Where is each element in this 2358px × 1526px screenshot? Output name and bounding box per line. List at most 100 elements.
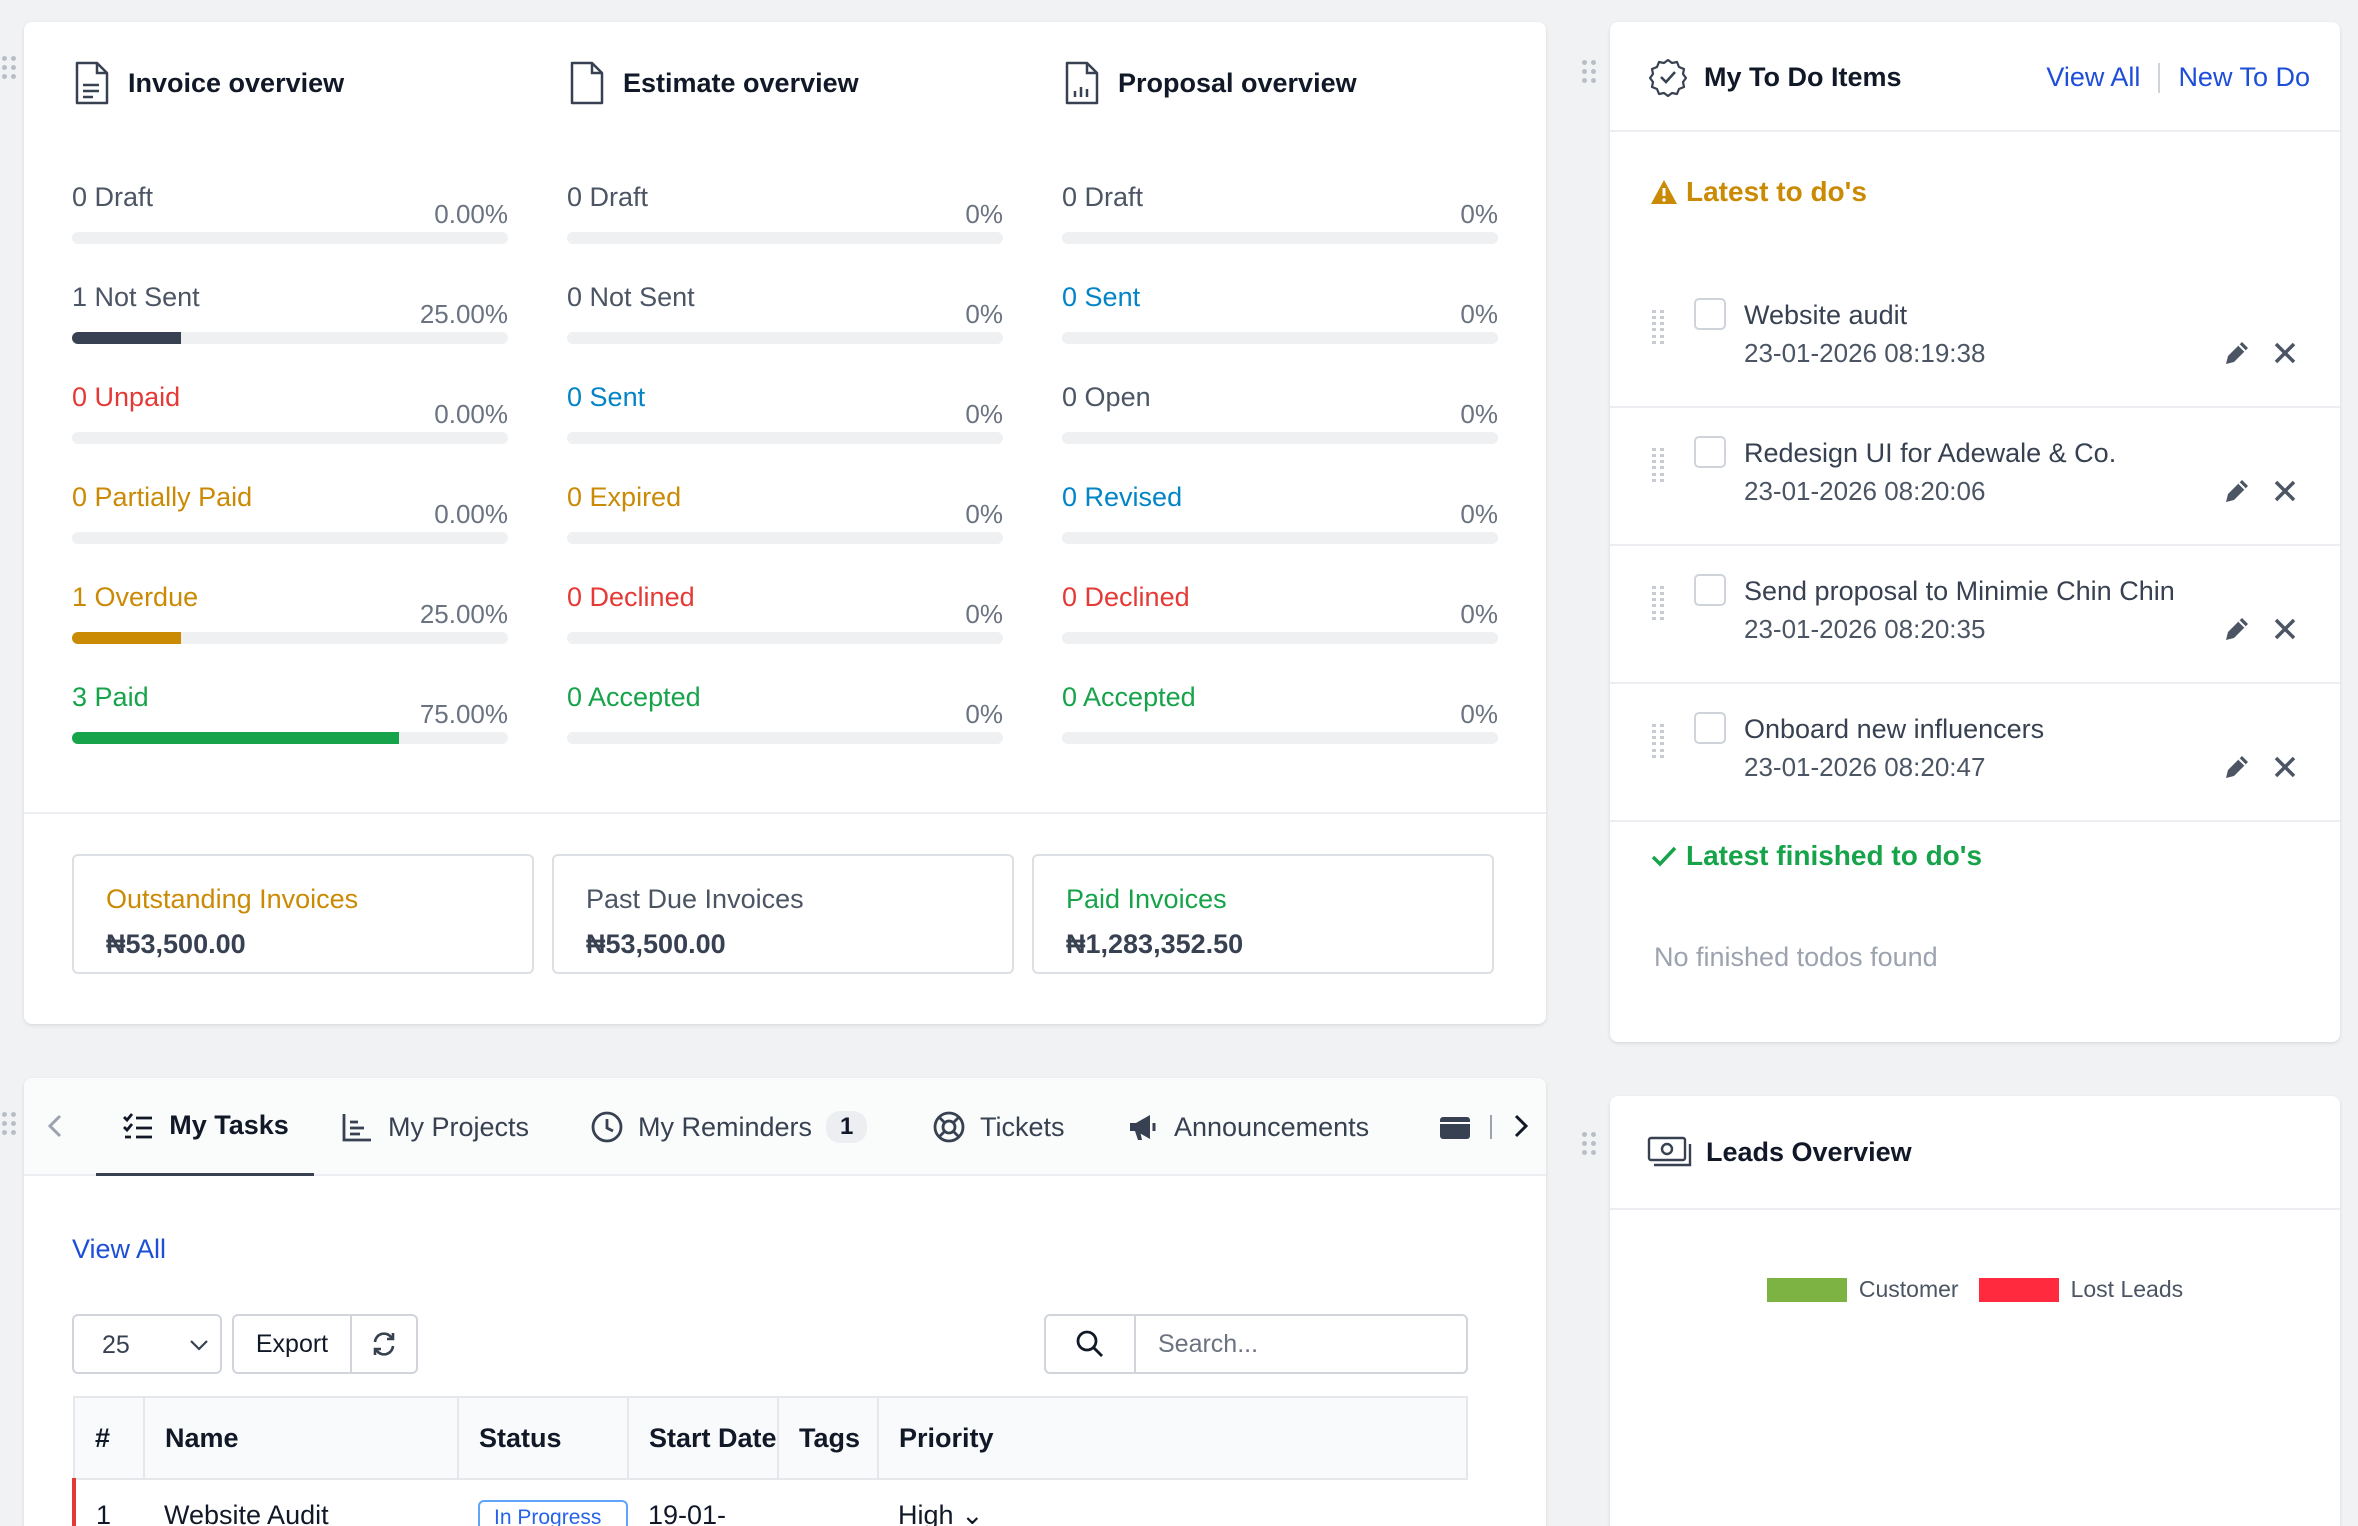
drag-handle-icon[interactable]: [1652, 310, 1666, 344]
close-icon[interactable]: [2272, 478, 2298, 504]
past-due-invoices-card[interactable]: Past Due Invoices ₦53,500.00: [552, 854, 1014, 974]
proposal-status-row[interactable]: 0 Draft 0%: [1062, 182, 1498, 282]
column-header[interactable]: Name: [143, 1396, 459, 1480]
pencil-icon[interactable]: [2222, 752, 2252, 782]
proposal-status-row[interactable]: 0 Open 0%: [1062, 382, 1498, 482]
status-count: 0: [1062, 282, 1078, 312]
pencil-icon[interactable]: [2222, 614, 2252, 644]
tasks-widget: My Tasks My Projects My Reminders 1 Tick…: [24, 1078, 1546, 1526]
progress-bar: [1062, 532, 1498, 544]
progress-bar: [1062, 332, 1498, 344]
invoice-status-row[interactable]: 3 Paid 75.00%: [72, 682, 508, 782]
tab-announcements[interactable]: Announcements: [1126, 1078, 1369, 1176]
status-percent: 25.00%: [419, 299, 508, 329]
todo-item[interactable]: Send proposal to Minimie Chin Chin 23-01-…: [1610, 546, 2340, 684]
tab-my-projects[interactable]: My Projects: [340, 1078, 529, 1176]
refresh-button[interactable]: [350, 1314, 418, 1374]
chart-icon: [342, 1114, 371, 1142]
finished-todos-label: Latest finished to do's: [1686, 840, 1983, 871]
todo-checkbox[interactable]: [1694, 574, 1726, 606]
proposal-status-row[interactable]: 0 Revised 0%: [1062, 482, 1498, 582]
proposal-status-row[interactable]: 0 Accepted 0%: [1062, 682, 1498, 782]
pencil-icon[interactable]: [2222, 338, 2252, 368]
column-header[interactable]: Start Date: [627, 1396, 779, 1480]
todo-item[interactable]: Redesign UI for Adewale & Co. 23-01-2026 …: [1610, 408, 2340, 546]
progress-bar: [72, 232, 508, 244]
close-icon[interactable]: [2272, 754, 2298, 780]
task-start-date: 19-01-2026: [648, 1500, 727, 1526]
progress-bar: [567, 532, 1003, 544]
status-name: Sent: [589, 382, 646, 412]
tab-my-reminders[interactable]: My Reminders 1: [590, 1078, 868, 1176]
task-number: 1: [96, 1500, 112, 1526]
status-count: 0: [567, 182, 583, 212]
task-name[interactable]: Website Audit: [164, 1500, 329, 1526]
estimate-status-row[interactable]: 0 Accepted 0%: [567, 682, 1003, 782]
drag-handle-icon[interactable]: [1652, 724, 1666, 758]
invoice-status-row[interactable]: 0 Draft 0.00%: [72, 182, 508, 282]
progress-bar-fill: [72, 732, 399, 744]
chevron-right-icon[interactable]: [1504, 1108, 1536, 1144]
summary-value: ₦53,500.00: [106, 929, 246, 959]
status-count: 0: [1062, 682, 1078, 712]
estimate-status-row[interactable]: 0 Not Sent 0%: [567, 282, 1003, 382]
todo-checkbox[interactable]: [1694, 298, 1726, 330]
legend-item-customer[interactable]: Customer: [1766, 1276, 1959, 1303]
priority-dropdown[interactable]: High ⌄: [878, 1479, 1467, 1526]
view-all-todos-link[interactable]: View All: [2046, 62, 2141, 92]
column-header[interactable]: Status: [457, 1396, 629, 1480]
chevron-left-icon[interactable]: [40, 1108, 72, 1144]
estimate-status-row[interactable]: 0 Draft 0%: [567, 182, 1003, 282]
status-percent: 75.00%: [419, 699, 508, 729]
progress-bar: [1062, 632, 1498, 644]
status-percent: 0%: [965, 499, 1003, 529]
todo-checkbox[interactable]: [1694, 436, 1726, 468]
invoice-status-row[interactable]: 1 Overdue 25.00%: [72, 582, 508, 682]
proposal-chart-document-icon: [1065, 61, 1099, 105]
close-icon[interactable]: [2272, 616, 2298, 642]
status-label: 0 Draft: [1062, 182, 1143, 213]
new-todo-link[interactable]: New To Do: [2178, 62, 2310, 92]
invoice-status-row[interactable]: 0 Unpaid 0.00%: [72, 382, 508, 482]
search-input[interactable]: [1138, 1316, 1464, 1372]
drag-handle-icon[interactable]: [1652, 586, 1666, 620]
proposal-status-row[interactable]: 0 Declined 0%: [1062, 582, 1498, 682]
summary-title: Outstanding Invoices: [106, 884, 359, 914]
paid-invoices-card[interactable]: Paid Invoices ₦1,283,352.50: [1032, 854, 1494, 974]
invoice-status-row[interactable]: 1 Not Sent 25.00%: [72, 282, 508, 382]
tab-my-tasks[interactable]: My Tasks: [96, 1078, 314, 1176]
legend-item-lost-leads[interactable]: Lost Leads: [1978, 1276, 2183, 1303]
status-name: Revised: [1084, 482, 1183, 512]
invoice-status-row[interactable]: 0 Partially Paid 0.00%: [72, 482, 508, 582]
page-size-value: 25: [102, 1331, 130, 1359]
status-badge[interactable]: In Progress ⌄: [478, 1500, 628, 1526]
widget-drag-handle[interactable]: [2, 1112, 16, 1136]
widget-drag-handle[interactable]: [2, 56, 16, 80]
tab-partial-hidden[interactable]: [1438, 1078, 1492, 1176]
outstanding-invoices-card[interactable]: Outstanding Invoices ₦53,500.00: [72, 854, 534, 974]
table-row[interactable]: 1 Website Audit In Progress ⌄ 19-01-2026…: [74, 1479, 1467, 1526]
proposal-status-row[interactable]: 0 Sent 0%: [1062, 282, 1498, 382]
widget-drag-handle[interactable]: [1582, 1132, 1596, 1156]
column-header[interactable]: Tags: [777, 1396, 879, 1480]
progress-bar: [567, 232, 1003, 244]
todo-item[interactable]: Website audit 23-01-2026 08:19:38: [1610, 270, 2340, 408]
status-label: 0 Draft: [567, 182, 648, 213]
export-button[interactable]: Export: [232, 1314, 352, 1374]
page-size-select[interactable]: 25: [72, 1314, 222, 1374]
drag-handle-icon[interactable]: [1652, 448, 1666, 482]
todo-item[interactable]: Onboard new influencers 23-01-2026 08:20:…: [1610, 684, 2340, 822]
tab-tickets[interactable]: Tickets: [932, 1078, 1065, 1176]
widget-drag-handle[interactable]: [1582, 60, 1596, 84]
column-header[interactable]: #: [73, 1396, 145, 1480]
status-name: Open: [1084, 382, 1151, 412]
status-name: Declined: [589, 582, 695, 612]
todo-checkbox[interactable]: [1694, 712, 1726, 744]
estimate-status-row[interactable]: 0 Sent 0%: [567, 382, 1003, 482]
column-header[interactable]: Priority: [877, 1396, 1468, 1480]
view-all-tasks-link[interactable]: View All: [72, 1234, 167, 1264]
estimate-status-row[interactable]: 0 Declined 0%: [567, 582, 1003, 682]
estimate-status-row[interactable]: 0 Expired 0%: [567, 482, 1003, 582]
pencil-icon[interactable]: [2222, 476, 2252, 506]
close-icon[interactable]: [2272, 340, 2298, 366]
